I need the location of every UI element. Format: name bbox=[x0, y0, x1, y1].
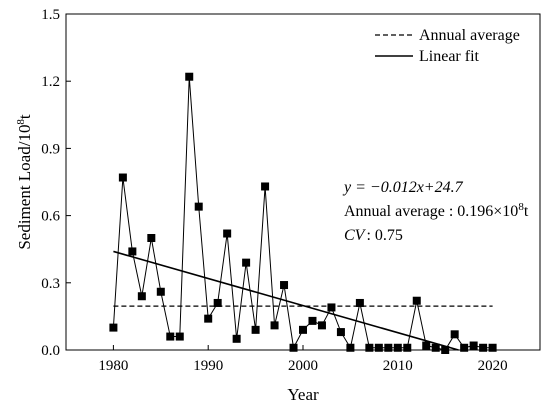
data-point-1994 bbox=[242, 258, 251, 267]
data-point-2003 bbox=[327, 303, 336, 312]
data-point-1985 bbox=[156, 287, 165, 296]
x-tick-label: 2010 bbox=[383, 358, 413, 374]
data-point-1989 bbox=[194, 202, 203, 211]
data-point-1982 bbox=[128, 247, 137, 256]
x-tick-label: 1980 bbox=[98, 358, 128, 374]
data-point-1995 bbox=[251, 325, 260, 334]
data-point-2011 bbox=[403, 343, 412, 352]
data-point-2005 bbox=[346, 343, 355, 352]
data-point-1991 bbox=[213, 298, 222, 307]
cv-annotation: CV: 0.75 bbox=[344, 227, 403, 244]
data-point-1986 bbox=[166, 332, 175, 341]
legend-label-annual-average: Annual average bbox=[419, 27, 520, 44]
data-point-2006 bbox=[355, 298, 364, 307]
data-point-2009 bbox=[384, 343, 393, 352]
data-point-2012 bbox=[412, 296, 421, 305]
y-tick-label: 0.3 bbox=[41, 276, 60, 292]
data-markers bbox=[109, 72, 497, 354]
data-point-1992 bbox=[223, 229, 232, 238]
x-axis-title: Year bbox=[287, 385, 319, 404]
data-point-1980 bbox=[109, 323, 118, 332]
data-point-2004 bbox=[336, 328, 345, 337]
data-point-1993 bbox=[232, 334, 241, 343]
data-point-2018 bbox=[469, 341, 478, 350]
data-point-1997 bbox=[270, 321, 279, 330]
data-point-2016 bbox=[450, 330, 459, 339]
x-tick-label: 2000 bbox=[288, 358, 318, 374]
y-axis-title-unit: t bbox=[15, 114, 34, 119]
data-point-2017 bbox=[460, 343, 469, 352]
data-point-2015 bbox=[441, 346, 450, 354]
annual-average-annotation-main: Annual average : 0.196×10 bbox=[344, 203, 518, 220]
x-tick-label: 1990 bbox=[193, 358, 223, 374]
data-point-2002 bbox=[317, 321, 326, 330]
data-point-2019 bbox=[479, 343, 488, 352]
annual-average-annotation-sup: 8 bbox=[518, 201, 524, 213]
data-point-1988 bbox=[185, 72, 194, 81]
cv-annotation-value: : 0.75 bbox=[366, 227, 402, 244]
data-point-1999 bbox=[289, 343, 298, 352]
data-point-2001 bbox=[308, 316, 317, 325]
data-point-2008 bbox=[374, 343, 383, 352]
cv-annotation-label: CV bbox=[344, 227, 367, 244]
data-point-2007 bbox=[365, 343, 374, 352]
annual-average-annotation: Annual average : 0.196×108t bbox=[344, 201, 529, 220]
data-point-1981 bbox=[118, 173, 127, 182]
data-point-2014 bbox=[431, 343, 440, 352]
y-tick-label: 0.6 bbox=[41, 209, 60, 225]
legend-label-linear-fit: Linear fit bbox=[419, 48, 480, 65]
y-axis-title: Sediment Load/108t bbox=[15, 114, 34, 250]
data-point-1990 bbox=[204, 314, 213, 323]
y-tick-label: 1.5 bbox=[41, 7, 60, 23]
data-point-1996 bbox=[261, 182, 270, 191]
data-point-1998 bbox=[280, 281, 289, 290]
y-tick-label: 0.9 bbox=[41, 141, 60, 157]
data-point-2013 bbox=[422, 341, 431, 350]
y-tick-label: 0.0 bbox=[41, 343, 60, 359]
x-tick-label: 2020 bbox=[478, 358, 508, 374]
data-point-1984 bbox=[147, 234, 156, 242]
regression-annotation: y = −0.012x+24.7 Annual average : 0.196×… bbox=[342, 179, 529, 244]
annual-average-annotation-unit: t bbox=[524, 203, 529, 220]
regression-equation: y = −0.012x+24.7 bbox=[342, 179, 464, 196]
data-point-1983 bbox=[137, 292, 146, 301]
axis-ticks: 1980 1990 2000 2010 2020 0.0 0.3 0.6 0.9 1.2 1.5 bbox=[41, 7, 507, 374]
legend: Annual average Linear fit bbox=[375, 27, 520, 65]
y-axis-title-main: Sediment Load/10 bbox=[15, 125, 34, 250]
data-point-2010 bbox=[393, 343, 402, 352]
y-axis-title-sup: 8 bbox=[15, 119, 27, 125]
y-tick-label: 1.2 bbox=[41, 74, 60, 90]
data-point-2020 bbox=[488, 343, 497, 352]
data-point-1987 bbox=[175, 332, 184, 341]
data-point-2000 bbox=[299, 325, 307, 334]
